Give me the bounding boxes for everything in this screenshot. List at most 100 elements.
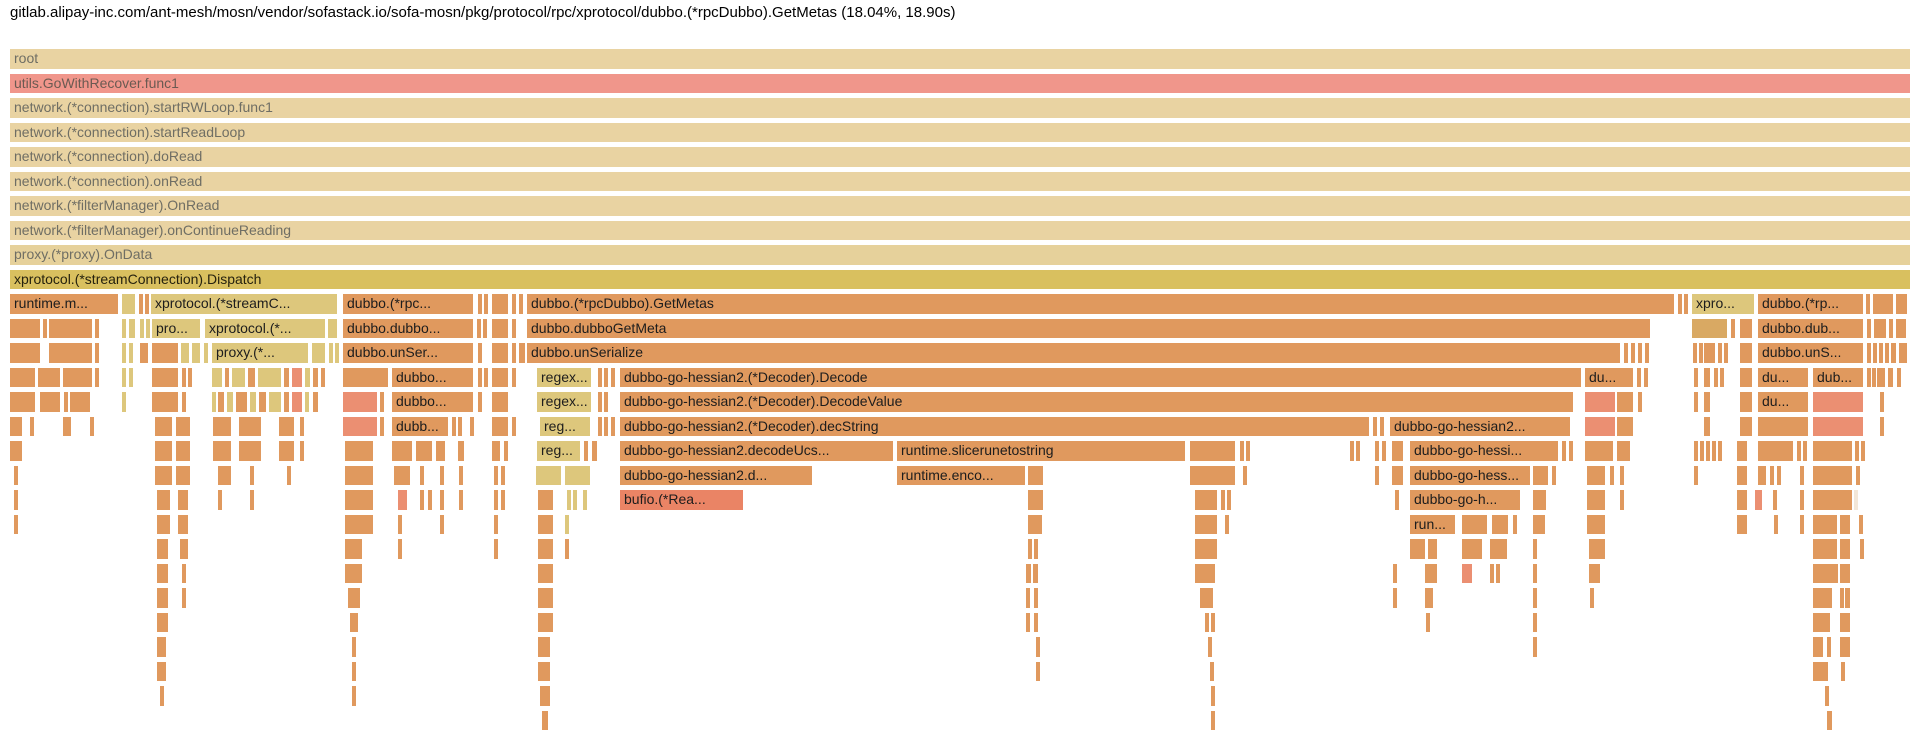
flame-frame-small[interactable] <box>611 416 615 436</box>
flame-frame-small[interactable] <box>1891 343 1896 363</box>
flame-frame-small[interactable] <box>1694 465 1698 485</box>
flame-frame-small[interactable] <box>1462 539 1482 559</box>
flame-frame-small[interactable] <box>1879 343 1883 363</box>
flame-frame-small[interactable] <box>440 465 444 485</box>
flame-frame[interactable]: dubbo-go-hessian2.d... <box>620 465 812 485</box>
flame-frame-small[interactable] <box>329 343 333 363</box>
flame-frame-small[interactable] <box>1718 441 1722 461</box>
flame-frame-small[interactable] <box>1036 661 1040 681</box>
flame-frame-small[interactable] <box>1813 563 1838 583</box>
flame-frame-small[interactable] <box>300 441 304 461</box>
flame-frame-small[interactable] <box>250 465 254 485</box>
flame-frame[interactable]: dubbo.dub... <box>1758 318 1863 338</box>
flame-frame-small[interactable] <box>1356 441 1360 461</box>
flame-frame-small[interactable] <box>1210 661 1214 681</box>
flame-frame[interactable]: network.(*filterManager).onContinueReadi… <box>10 220 1910 240</box>
flame-frame-small[interactable] <box>604 392 608 412</box>
flame-frame-small[interactable] <box>1205 612 1209 632</box>
flame-frame-small[interactable] <box>1034 588 1038 608</box>
flame-frame-small[interactable] <box>519 343 525 363</box>
flame-frame-small[interactable] <box>1533 514 1545 534</box>
flame-frame-small[interactable] <box>1034 612 1038 632</box>
flame-frame-small[interactable] <box>1813 514 1837 534</box>
flame-frame-small[interactable] <box>436 441 445 461</box>
flame-frame-small[interactable] <box>258 367 281 387</box>
flame-frame[interactable]: dubbo.(*rpcDubbo).GetMetas <box>527 294 1674 314</box>
flame-frame-small[interactable] <box>542 710 548 730</box>
flame-frame-small[interactable] <box>345 490 373 510</box>
flame-frame-small[interactable] <box>1880 392 1884 412</box>
flame-frame-small[interactable] <box>1694 392 1698 412</box>
flame-frame-small[interactable] <box>352 686 356 706</box>
flame-frame-small[interactable] <box>492 392 508 412</box>
flame-frame-small[interactable] <box>1195 563 1215 583</box>
flame-frame[interactable]: network.(*connection).startReadLoop <box>10 122 1910 142</box>
flame-frame-small[interactable] <box>1724 343 1728 363</box>
flame-frame-small[interactable] <box>1380 416 1384 436</box>
flame-frame-small[interactable] <box>420 490 424 510</box>
flame-frame-small[interactable] <box>1800 490 1804 510</box>
flame-frame-small[interactable] <box>213 416 231 436</box>
flame-frame-small[interactable] <box>1841 661 1845 681</box>
flame-frame-small[interactable] <box>1026 563 1031 583</box>
flame-frame-small[interactable] <box>1737 490 1747 510</box>
flame-frame-small[interactable] <box>1552 465 1556 485</box>
flame-frame[interactable]: dubbo-go-hessian2.(*Decoder).DecodeValue <box>620 392 1573 412</box>
flame-frame[interactable]: dubbo.unSer... <box>343 343 473 363</box>
flame-frame-small[interactable] <box>1694 441 1698 461</box>
flame-frame-small[interactable] <box>452 416 456 436</box>
flame-frame-small[interactable] <box>1706 441 1710 461</box>
flame-frame[interactable]: network.(*connection).onRead <box>10 171 1910 191</box>
flame-frame-small[interactable] <box>157 661 166 681</box>
flame-frame-small[interactable] <box>152 343 178 363</box>
flame-frame-small[interactable] <box>1859 514 1863 534</box>
flame-frame-small[interactable] <box>538 661 550 681</box>
flame-frame-small[interactable] <box>1704 343 1715 363</box>
flame-frame[interactable]: dubbo-go-hessian2.decodeUcs... <box>620 441 893 461</box>
flame-frame-small[interactable] <box>155 441 172 461</box>
flame-frame-small[interactable] <box>1867 318 1871 338</box>
flame-frame[interactable]: dubbo... <box>392 367 473 387</box>
flame-frame-small[interactable] <box>345 514 373 534</box>
flame-frame-small[interactable] <box>1693 343 1697 363</box>
flame-frame[interactable]: runtime.m... <box>10 294 118 314</box>
flame-frame-small[interactable] <box>1227 490 1231 510</box>
flame-frame-small[interactable] <box>512 318 516 338</box>
flame-frame-small[interactable] <box>1813 441 1852 461</box>
flame-frame-small[interactable] <box>1533 465 1548 485</box>
flame-frame-small[interactable] <box>538 490 553 510</box>
flame-frame-small[interactable] <box>250 490 254 510</box>
flame-frame-small[interactable] <box>38 367 60 387</box>
flame-frame-small[interactable] <box>538 588 553 608</box>
flame-frame-small[interactable] <box>176 416 190 436</box>
flame-frame-small[interactable] <box>152 392 178 412</box>
flame-frame[interactable]: dubbo-go-hessian2.(*Decoder).decString <box>620 416 1369 436</box>
flame-frame-small[interactable] <box>145 294 149 314</box>
flame-frame-small[interactable] <box>192 343 200 363</box>
flame-frame-small[interactable] <box>30 416 34 436</box>
flame-frame-small[interactable] <box>583 490 587 510</box>
flame-frame-small[interactable] <box>218 490 222 510</box>
flame-frame-small[interactable] <box>188 367 192 387</box>
flame-frame-small[interactable] <box>1774 514 1778 534</box>
flame-frame-small[interactable] <box>512 367 516 387</box>
flame-frame-small[interactable] <box>440 514 444 534</box>
flame-frame-small[interactable] <box>157 514 170 534</box>
flame-frame-small[interactable] <box>1208 637 1212 657</box>
flame-frame-small[interactable] <box>95 343 99 363</box>
flame-frame-small[interactable] <box>157 637 166 657</box>
flame-frame[interactable]: xprotocol.(*... <box>205 318 325 338</box>
flame-frame-small[interactable] <box>1533 490 1546 510</box>
flame-frame-small[interactable] <box>1246 441 1250 461</box>
flame-frame-small[interactable] <box>1813 392 1863 412</box>
flame-frame-small[interactable] <box>1637 367 1641 387</box>
flame-frame-small[interactable] <box>352 637 356 657</box>
flame-frame-small[interactable] <box>1720 367 1724 387</box>
flame-frame-small[interactable] <box>565 465 590 485</box>
flame-frame-small[interactable] <box>305 367 310 387</box>
flame-frame[interactable]: dubbo-go-hessi... <box>1410 441 1558 461</box>
flame-frame-small[interactable] <box>152 367 178 387</box>
flame-frame-small[interactable] <box>1624 343 1628 363</box>
flame-frame-small[interactable] <box>512 343 516 363</box>
flame-frame-small[interactable] <box>213 441 231 461</box>
